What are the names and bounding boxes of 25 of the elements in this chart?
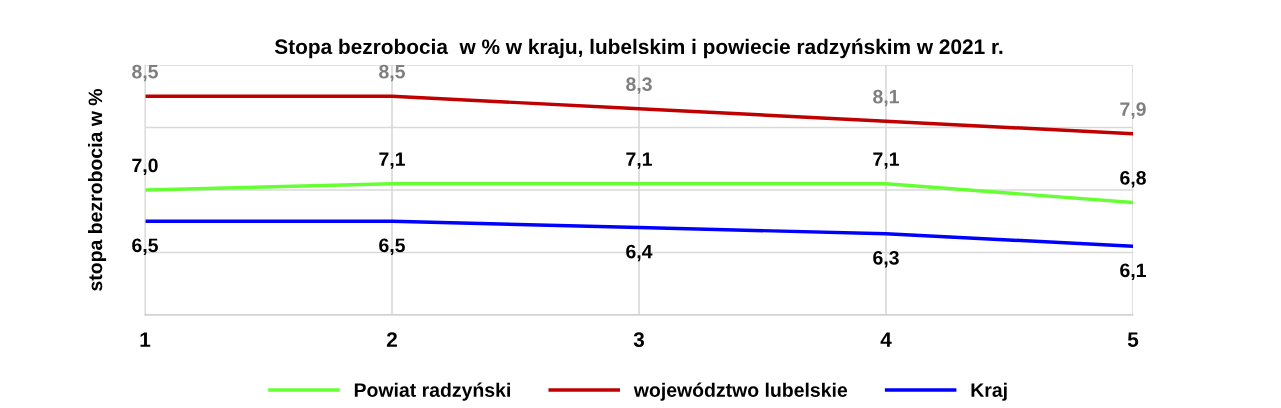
x-tick-label: 4	[880, 332, 892, 347]
data-label: 6,5	[132, 238, 158, 256]
data-label: 8,5	[132, 64, 158, 82]
x-tick-label: 3	[633, 332, 645, 347]
legend-label: województwo lubelskie	[633, 382, 848, 401]
data-label: 6,4	[626, 244, 653, 262]
x-tick-label: 1	[140, 332, 151, 347]
data-label: 6,8	[1120, 171, 1146, 188]
data-label: 7,1	[626, 152, 652, 169]
data-label: 7,0	[132, 158, 158, 176]
data-label: 6,1	[1120, 263, 1146, 281]
x-tick-label: 5	[1127, 332, 1139, 347]
data-label: 8,3	[626, 77, 652, 94]
data-label: 7,9	[1120, 102, 1146, 119]
data-label: 6,3	[873, 250, 899, 268]
data-label: 7,1	[379, 152, 405, 169]
x-tick-label: 2	[386, 332, 397, 347]
data-label: 7,1	[873, 152, 899, 169]
data-label: 8,5	[379, 64, 405, 82]
legend-label: Powiat radzyński	[354, 382, 510, 401]
data-label: 8,1	[873, 89, 899, 107]
y-axis-title: stopa bezrobocia w %	[87, 88, 107, 291]
chart-title: Stopa bezrobocia w % w kraju, lubelskim i powiecie radzyńskim w 2021 r.	[274, 38, 1003, 59]
legend-label: Kraj	[971, 382, 1007, 401]
data-label: 6,5	[379, 238, 405, 256]
